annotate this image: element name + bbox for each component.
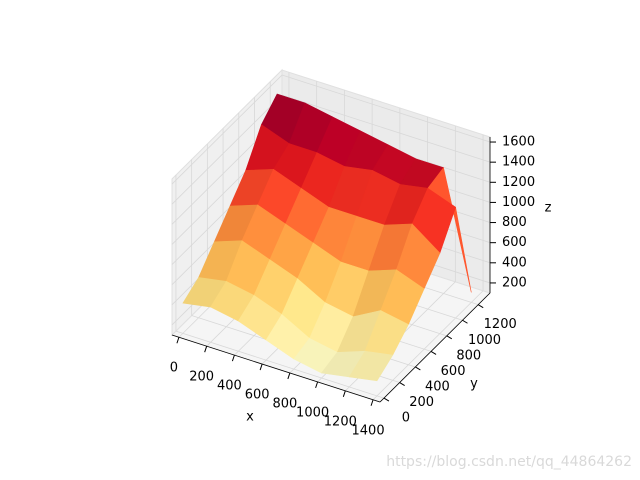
z-tick-label: 1400 — [502, 155, 535, 170]
grid-line — [171, 94, 283, 205]
grid-line — [372, 290, 484, 401]
x-tick — [259, 363, 263, 371]
x-tick-label: 0 — [170, 361, 178, 376]
y-tick — [446, 335, 453, 340]
y-tick — [415, 366, 421, 371]
y-tick-label: 400 — [425, 379, 450, 394]
x-tick — [176, 337, 180, 344]
y-tick-label: 200 — [409, 395, 434, 410]
y-tick-label: 1000 — [468, 333, 501, 348]
y-tick — [462, 319, 468, 324]
watermark: https://blog.csdn.net/qq_44864262 — [386, 454, 632, 470]
surface-facet — [348, 350, 394, 382]
y-axis-line — [379, 292, 491, 403]
y-tick-label: 600 — [441, 364, 466, 379]
x-axis-label: x — [246, 410, 254, 425]
x-axis-line — [171, 334, 381, 403]
y-tick — [399, 382, 405, 386]
x-tick — [315, 381, 319, 389]
x-tick-label: 600 — [245, 388, 270, 403]
y-tick-label: 800 — [456, 348, 481, 363]
x-tick-label: 1000 — [296, 405, 329, 420]
grid-line — [175, 330, 385, 399]
y-tick — [477, 304, 484, 309]
x-tick-label: 200 — [189, 370, 214, 385]
grid-line — [171, 74, 283, 185]
z-tick-label: 800 — [502, 215, 527, 230]
y-tick — [383, 397, 390, 402]
y-axis-label: y — [470, 377, 478, 392]
y-tick-label: 1200 — [484, 317, 517, 332]
y-tick — [430, 350, 437, 355]
z-tick-label: 200 — [502, 275, 527, 290]
x-tick — [370, 399, 374, 406]
axes: 0200400600800100012001400020040060080010… — [170, 135, 535, 439]
x-tick — [287, 372, 291, 380]
grid-line — [281, 94, 491, 163]
x-tick — [342, 390, 346, 397]
y-tick-label: 0 — [402, 411, 410, 426]
z-tick-label: 400 — [502, 255, 527, 270]
z-axis-label: z — [545, 201, 552, 216]
surface — [182, 93, 472, 382]
z-tick-label: 1600 — [502, 135, 535, 150]
x-tick — [204, 346, 208, 353]
z-tick-label: 600 — [502, 235, 527, 250]
x-tick — [231, 354, 235, 362]
grid-line — [281, 74, 491, 143]
z-tick-label: 1000 — [502, 195, 535, 210]
x-tick-label: 400 — [217, 379, 242, 394]
x-tick-label: 1200 — [324, 414, 357, 429]
x-tick-label: 800 — [272, 396, 297, 411]
z-tick-label: 1200 — [502, 175, 535, 190]
x-tick-label: 1400 — [352, 423, 385, 438]
